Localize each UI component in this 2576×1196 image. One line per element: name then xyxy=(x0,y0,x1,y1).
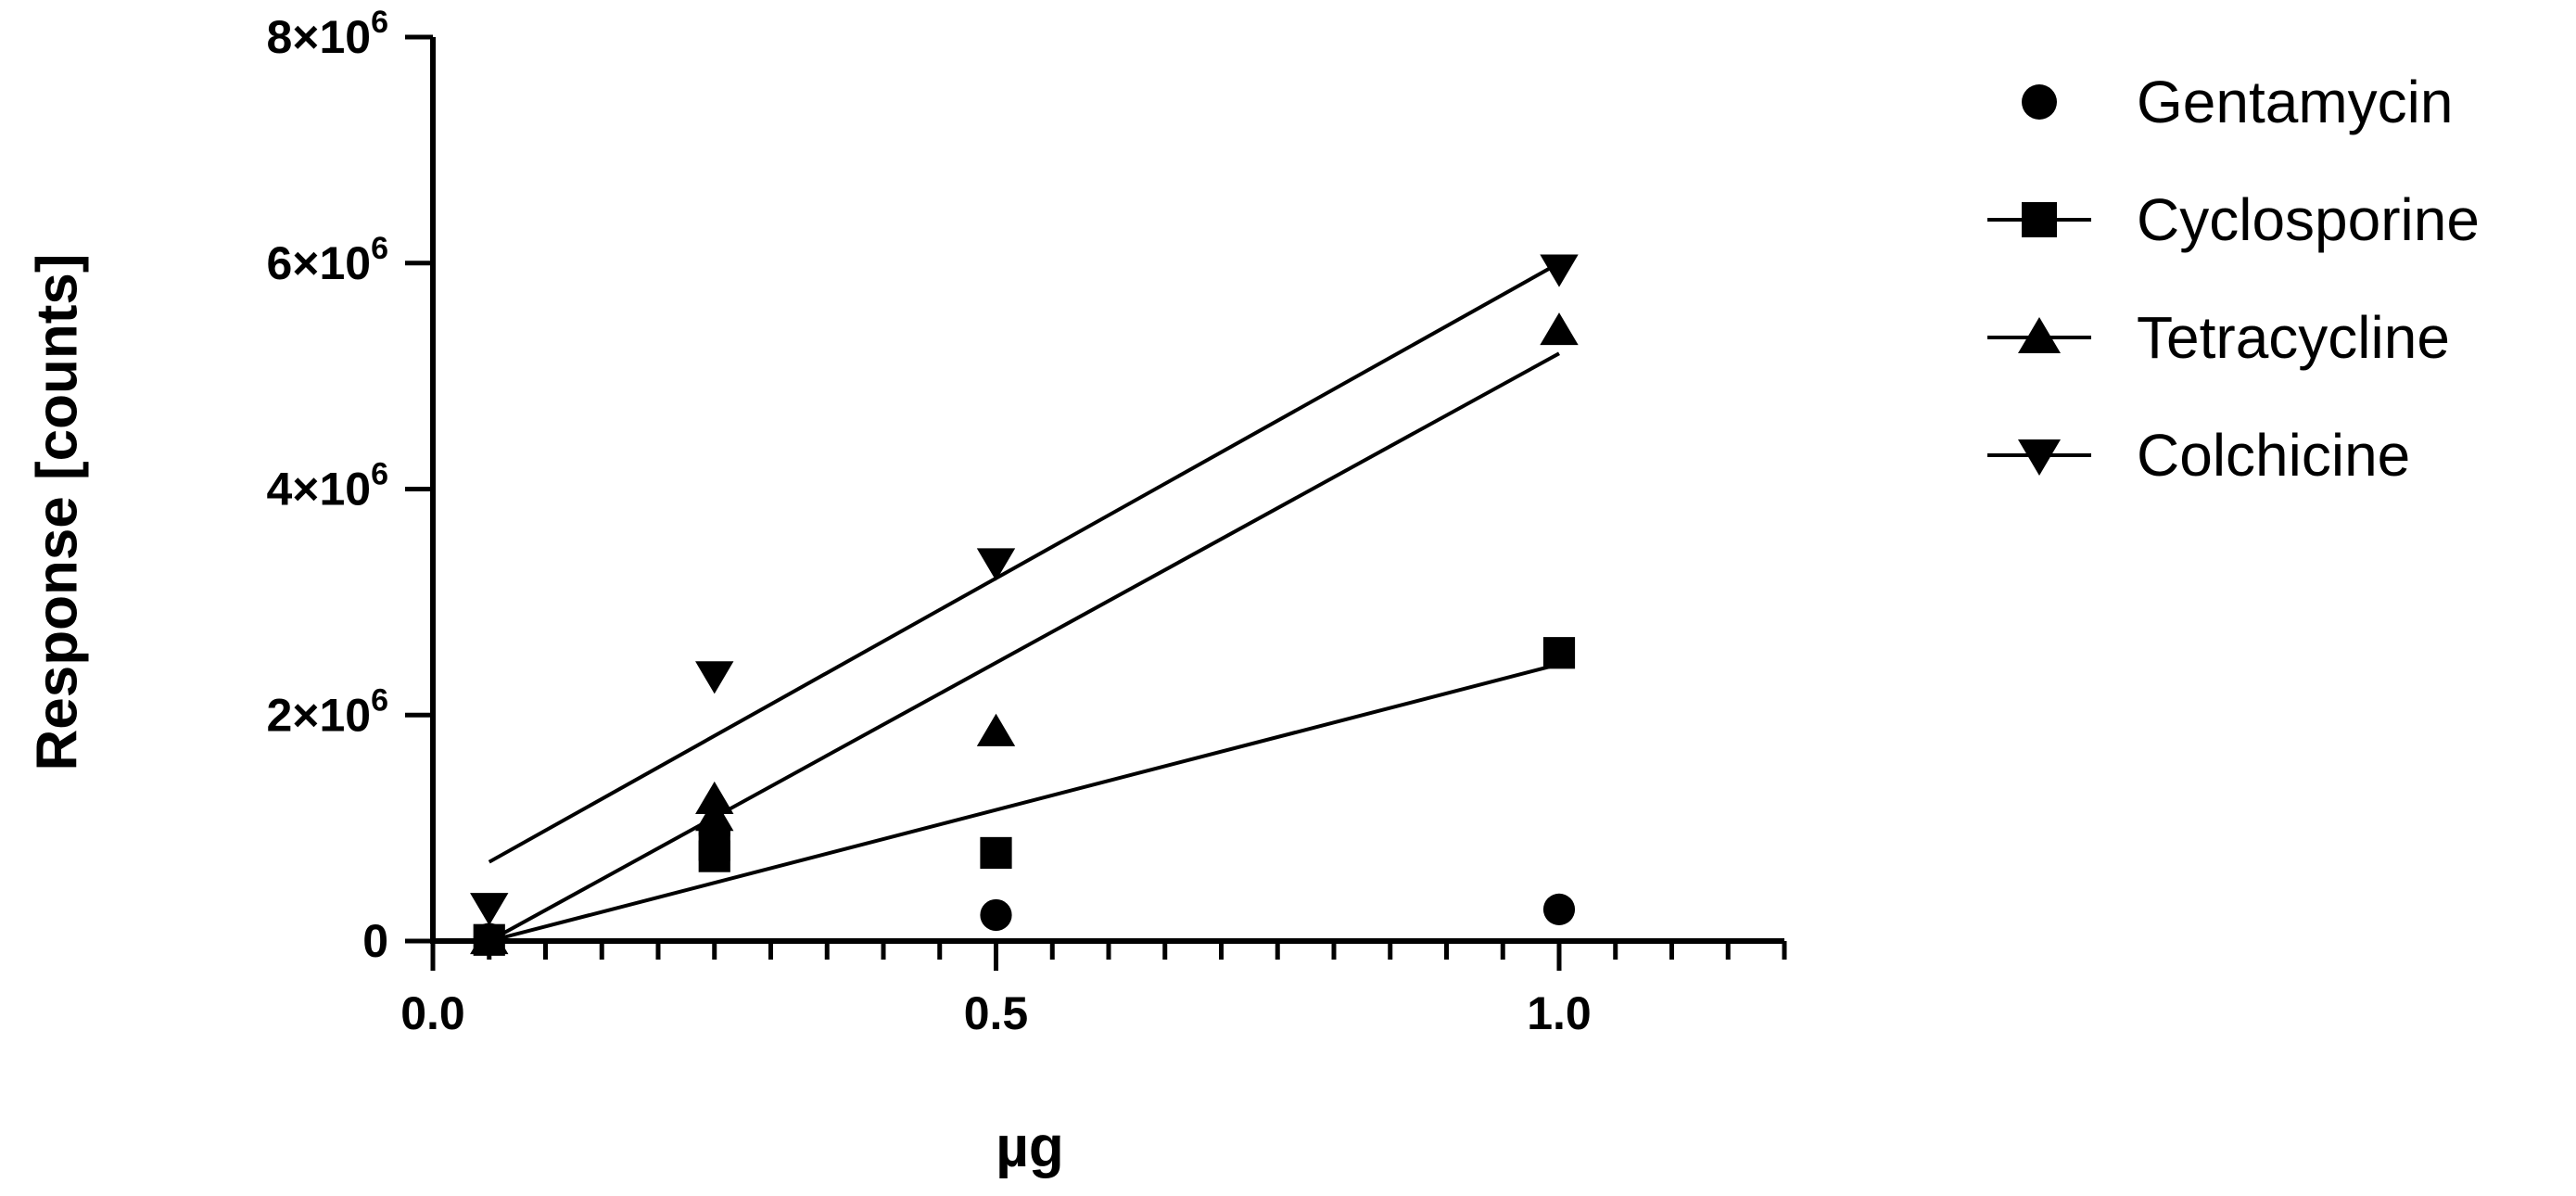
legend-item-tetracycline: Tetracycline xyxy=(1987,304,2450,371)
data-point-tetracycline xyxy=(1540,312,1579,346)
legend-item-cyclosporine: Cyclosporine xyxy=(1987,186,2480,253)
data-point-tetracycline xyxy=(470,921,509,955)
y-tick-label: 0 xyxy=(362,915,388,967)
legend-marker-circle xyxy=(2022,84,2057,120)
plot-area xyxy=(470,254,1579,956)
data-point-gentamycin xyxy=(980,898,1012,932)
data-point-tetracycline xyxy=(695,781,734,814)
legend-item-gentamycin: Gentamycin xyxy=(2022,69,2453,135)
legend-label: Cyclosporine xyxy=(2137,186,2480,253)
legend-marker-square xyxy=(2022,202,2057,237)
y-tick-label: 8×106 xyxy=(266,5,388,63)
x-tick-label: 1.0 xyxy=(1527,987,1592,1039)
data-point-cyclosporine xyxy=(698,829,730,861)
axes: 0.0 0.5 1.0 0 2×106 4×106 6×106 8×106 xyxy=(266,5,1787,1039)
legend-item-colchicine: Colchicine xyxy=(1987,422,2410,489)
data-point-cyclosporine xyxy=(1542,637,1576,669)
data-point-colchicine xyxy=(695,661,734,694)
y-tick-label: 2×106 xyxy=(266,682,388,741)
x-tick-label: 0.0 xyxy=(400,987,465,1039)
legend-label: Colchicine xyxy=(2137,422,2410,489)
y-axis-title: Response [counts] xyxy=(25,253,89,770)
legend-marker-triangle-up xyxy=(2018,317,2061,353)
legend-label: Tetracycline xyxy=(2137,304,2450,371)
x-tick-label: 0.5 xyxy=(964,987,1029,1039)
legend-marker-triangle-down xyxy=(2018,439,2061,476)
fit-line-cyclosporine xyxy=(489,662,1560,943)
legend: Gentamycin Cyclosporine Tetracycline Colchi… xyxy=(1987,69,2480,489)
data-point-tetracycline xyxy=(695,798,734,832)
data-point-tetracycline xyxy=(976,713,1016,746)
data-point-gentamycin xyxy=(1542,893,1576,925)
data-point-colchicine xyxy=(470,893,509,926)
data-point-colchicine xyxy=(976,548,1016,581)
x-axis-title: µg xyxy=(996,1115,1064,1179)
y-tick-label: 6×106 xyxy=(266,231,388,289)
data-point-colchicine xyxy=(1540,254,1579,287)
data-point-cyclosporine xyxy=(980,836,1012,870)
legend-label: Gentamycin xyxy=(2137,69,2453,135)
fit-line-tetracycline xyxy=(488,351,1560,943)
fit-line-colchicine xyxy=(488,261,1560,864)
y-tick-label: 4×106 xyxy=(266,457,388,515)
